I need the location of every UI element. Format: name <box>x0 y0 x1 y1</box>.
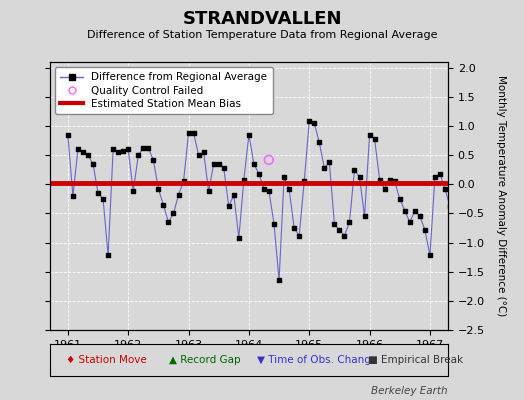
Point <box>94 190 102 196</box>
Point <box>200 149 208 156</box>
Point <box>194 152 203 158</box>
Point <box>104 252 112 259</box>
Point <box>235 235 243 241</box>
Point <box>210 161 218 167</box>
Point <box>330 221 339 227</box>
Point <box>109 146 117 152</box>
Point <box>275 277 283 284</box>
Point <box>295 232 303 239</box>
Point <box>84 152 92 158</box>
Text: Difference of Station Temperature Data from Regional Average: Difference of Station Temperature Data f… <box>87 30 437 40</box>
Point <box>89 161 97 167</box>
Point <box>174 192 183 198</box>
Point <box>220 165 228 171</box>
Text: Berkeley Earth: Berkeley Earth <box>372 386 448 396</box>
Point <box>305 118 313 125</box>
Point <box>149 157 158 163</box>
Point <box>225 203 233 210</box>
Point <box>315 139 323 146</box>
Point <box>239 176 248 183</box>
Legend: Difference from Regional Average, Quality Control Failed, Estimated Station Mean: Difference from Regional Average, Qualit… <box>55 67 272 114</box>
Point <box>461 221 470 227</box>
Point <box>380 186 389 192</box>
Point <box>345 219 354 226</box>
Point <box>335 226 344 233</box>
Point <box>134 152 143 158</box>
Point <box>114 149 123 156</box>
Point <box>310 120 319 126</box>
Text: STRANDVALLEN: STRANDVALLEN <box>182 10 342 28</box>
Point <box>169 210 178 217</box>
Point <box>154 186 162 192</box>
Point <box>124 146 133 152</box>
Point <box>400 207 409 214</box>
Point <box>265 188 273 194</box>
Point <box>396 196 404 202</box>
Point <box>230 192 238 198</box>
Point <box>351 166 359 173</box>
Text: ▲ Record Gap: ▲ Record Gap <box>169 355 241 365</box>
Point <box>265 157 273 163</box>
Point <box>425 252 434 259</box>
Point <box>365 132 374 138</box>
Point <box>375 176 384 183</box>
Point <box>471 206 479 212</box>
Point <box>355 174 364 180</box>
Point <box>476 118 484 125</box>
Y-axis label: Monthly Temperature Anomaly Difference (°C): Monthly Temperature Anomaly Difference (… <box>496 75 506 317</box>
Point <box>69 193 77 199</box>
Point <box>129 188 137 194</box>
Text: ■ Empirical Break: ■ Empirical Break <box>368 355 464 365</box>
Point <box>436 171 444 177</box>
Point <box>139 145 147 152</box>
Point <box>280 174 288 180</box>
Point <box>456 225 464 231</box>
Point <box>179 178 188 185</box>
Point <box>300 178 309 185</box>
Point <box>386 176 394 183</box>
Point <box>441 186 449 192</box>
Point <box>290 225 298 231</box>
Point <box>285 186 293 192</box>
Point <box>370 136 379 142</box>
Point <box>451 221 459 227</box>
Point <box>406 219 414 226</box>
Point <box>340 232 348 239</box>
Text: ♦ Station Move: ♦ Station Move <box>66 355 147 365</box>
Point <box>164 219 172 226</box>
Point <box>361 213 369 220</box>
Point <box>99 196 107 202</box>
Point <box>421 226 429 233</box>
Point <box>416 213 424 220</box>
Point <box>431 174 439 180</box>
Point <box>466 206 474 212</box>
Point <box>481 114 489 120</box>
Point <box>204 188 213 194</box>
Point <box>446 203 454 210</box>
Point <box>64 132 72 138</box>
Point <box>260 186 268 192</box>
Point <box>270 221 278 227</box>
Point <box>325 159 334 166</box>
Point <box>320 165 329 171</box>
Text: ▼ Time of Obs. Change: ▼ Time of Obs. Change <box>257 355 377 365</box>
Point <box>189 130 198 136</box>
Point <box>390 178 399 185</box>
Point <box>144 145 152 152</box>
Point <box>255 171 263 177</box>
Point <box>119 147 127 154</box>
Point <box>245 132 253 138</box>
Point <box>411 207 419 214</box>
Point <box>159 202 168 208</box>
Point <box>79 149 87 156</box>
Point <box>184 130 193 136</box>
Point <box>214 161 223 167</box>
Point <box>250 161 258 167</box>
Point <box>74 146 82 152</box>
